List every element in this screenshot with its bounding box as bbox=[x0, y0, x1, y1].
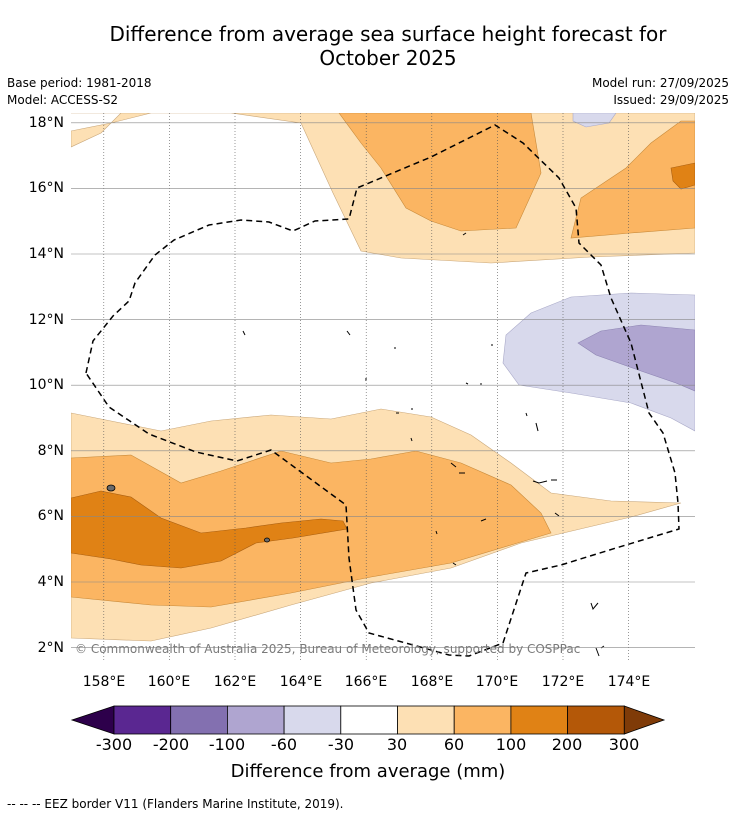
lat-label-12n: 12°N bbox=[28, 312, 64, 328]
contour-60-100-north bbox=[338, 113, 542, 232]
colorbar bbox=[70, 704, 666, 740]
colorbar-swatch-7 bbox=[453, 705, 512, 735]
colorbar-swatch-1 bbox=[113, 705, 172, 735]
colorbar-tick-6: 30 bbox=[386, 735, 408, 754]
island-b bbox=[264, 537, 270, 543]
colorbar-title: Difference from average (mm) bbox=[230, 761, 506, 782]
map-canvas bbox=[71, 113, 695, 660]
issued-date: Issued: 29/09/2025 bbox=[613, 93, 729, 107]
lat-label-14n: 14°N bbox=[28, 246, 64, 262]
lon-label-166e: 166°E bbox=[344, 674, 388, 690]
title-line-1: Difference from average sea surface heig… bbox=[109, 22, 667, 46]
contour-100-200-south bbox=[71, 490, 348, 569]
colorbar-svg bbox=[70, 705, 666, 735]
colorbar-tick-9: 200 bbox=[551, 735, 583, 754]
colorbar-extend-low bbox=[70, 705, 115, 735]
meta-right: Model run: 27/09/2025 Issued: 29/09/2025 bbox=[592, 75, 729, 109]
colorbar-tick-7: 60 bbox=[443, 735, 465, 754]
contour-100-200-northeast bbox=[670, 162, 695, 190]
latitude-lines bbox=[71, 122, 695, 648]
lon-label-164e: 164°E bbox=[279, 674, 323, 690]
colorbar-swatch-8 bbox=[510, 705, 568, 735]
contour-neg-30-60-north bbox=[572, 113, 617, 128]
lat-label-8n: 8°N bbox=[37, 443, 64, 459]
lat-label-4n: 4°N bbox=[37, 574, 64, 590]
copyright-notice: © Commonwealth of Australia 2025, Bureau… bbox=[75, 642, 581, 656]
island-a bbox=[106, 484, 116, 492]
lat-label-2n: 2°N bbox=[37, 640, 64, 656]
colorbar-swatch-9 bbox=[567, 705, 625, 735]
atoll-dots bbox=[242, 232, 605, 657]
model-name: Model: ACCESS-S2 bbox=[7, 93, 119, 107]
lat-label-10n: 10°N bbox=[28, 377, 64, 393]
lon-label-172e: 172°E bbox=[541, 674, 585, 690]
colorbar-tick-5: -30 bbox=[327, 735, 355, 754]
colorbar-swatch-5 bbox=[340, 705, 398, 735]
colorbar-extend-high bbox=[623, 705, 666, 735]
lon-label-168e: 168°E bbox=[410, 674, 454, 690]
colorbar-swatch-2 bbox=[170, 705, 228, 735]
contour-60-100-northeast bbox=[570, 120, 695, 239]
lat-label-16n: 16°N bbox=[28, 180, 64, 196]
colorbar-tick-4: -60 bbox=[270, 735, 298, 754]
meta-left: Base period: 1981-2018 Model: ACCESS-S2 bbox=[7, 75, 152, 109]
colorbar-swatch-4 bbox=[283, 705, 342, 735]
colorbar-swatch-6 bbox=[397, 705, 455, 735]
colorbar-tick-8: 100 bbox=[495, 735, 527, 754]
model-run: Model run: 27/09/2025 bbox=[591, 76, 729, 90]
lon-label-160e: 160°E bbox=[147, 674, 191, 690]
colorbar-tick-2: -200 bbox=[152, 735, 190, 754]
map-panel bbox=[71, 113, 695, 660]
contour-neg-60-100 bbox=[577, 324, 695, 392]
colorbar-tick-3: -100 bbox=[208, 735, 246, 754]
colorbar-swatch-3 bbox=[226, 705, 285, 735]
map-title: Difference from average sea surface heig… bbox=[60, 22, 716, 70]
eez-border bbox=[85, 124, 680, 657]
eez-legend: -- -- -- EEZ border V11 (Flanders Marine… bbox=[7, 797, 344, 811]
colorbar-tick-10: 300 bbox=[608, 735, 640, 754]
lat-label-6n: 6°N bbox=[37, 508, 64, 524]
lat-label-18n: 18°N bbox=[28, 115, 64, 131]
lon-label-158e: 158°E bbox=[82, 674, 126, 690]
base-period: Base period: 1981-2018 bbox=[7, 76, 152, 90]
gridlines bbox=[103, 113, 629, 660]
title-line-2: October 2025 bbox=[319, 46, 457, 70]
lon-label-170e: 170°E bbox=[475, 674, 519, 690]
colorbar-tick-1: -300 bbox=[95, 735, 133, 754]
lon-label-174e: 174°E bbox=[607, 674, 651, 690]
lon-label-162e: 162°E bbox=[213, 674, 257, 690]
